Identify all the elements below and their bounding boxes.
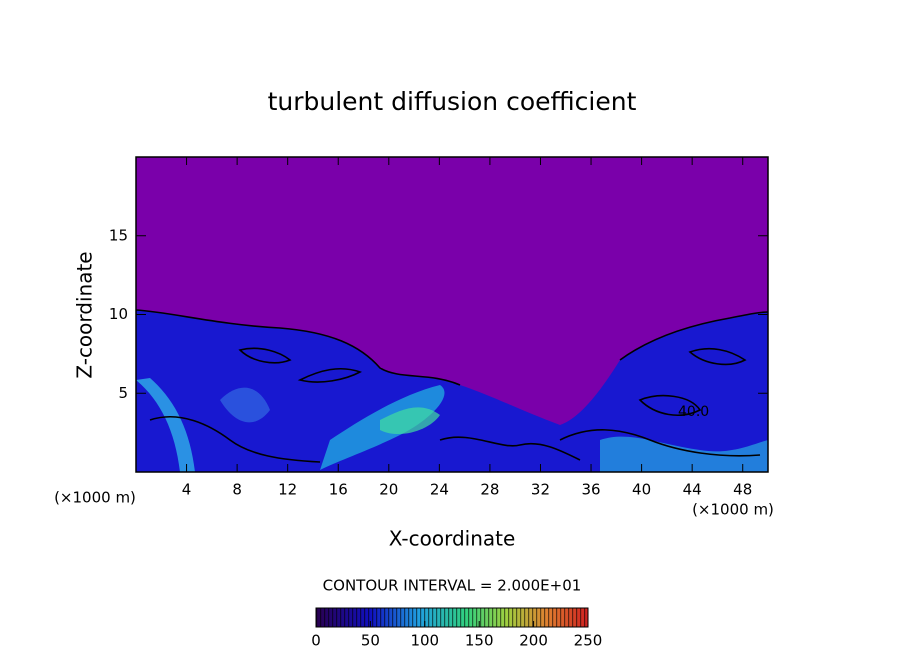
x-tick-label: 28: [480, 481, 499, 499]
colorbar-tick-label: 0: [311, 632, 321, 650]
x-tick-label: 44: [683, 481, 702, 499]
colorbar-label: CONTOUR INTERVAL = 2.000E+01: [323, 577, 582, 595]
y-tick-label: 10: [109, 305, 128, 323]
colorbar-tick-label: 150: [465, 632, 494, 650]
y-tick-label: 5: [118, 384, 128, 402]
x-unit-right: (×1000 m): [692, 501, 774, 519]
x-unit-left: (×1000 m): [54, 489, 136, 507]
x-tick-label: 12: [278, 481, 297, 499]
colorbar: [315, 607, 589, 628]
contour-label: 40.0: [678, 404, 709, 420]
colorbar-tick-label: 100: [410, 632, 439, 650]
x-tick-label: 20: [379, 481, 398, 499]
x-tick-label: 40: [632, 481, 651, 499]
x-tick-label: 4: [182, 481, 192, 499]
x-tick-label: 48: [733, 481, 752, 499]
x-tick-label: 24: [430, 481, 449, 499]
chart-title: turbulent diffusion coefficient: [268, 87, 637, 116]
y-axis-label: Z-coordinate: [73, 251, 97, 378]
field: [136, 157, 768, 472]
y-tick-label: 15: [109, 226, 128, 244]
colorbar-tick-label: 250: [574, 632, 603, 650]
x-axis-label: X-coordinate: [389, 527, 516, 551]
colorbar-tick-label: 200: [519, 632, 548, 650]
x-tick-label: 36: [581, 481, 600, 499]
x-tick-label: 32: [531, 481, 550, 499]
colorbar-tick-label: 50: [361, 632, 380, 650]
x-tick-label: 16: [329, 481, 348, 499]
x-tick-label: 8: [232, 481, 242, 499]
